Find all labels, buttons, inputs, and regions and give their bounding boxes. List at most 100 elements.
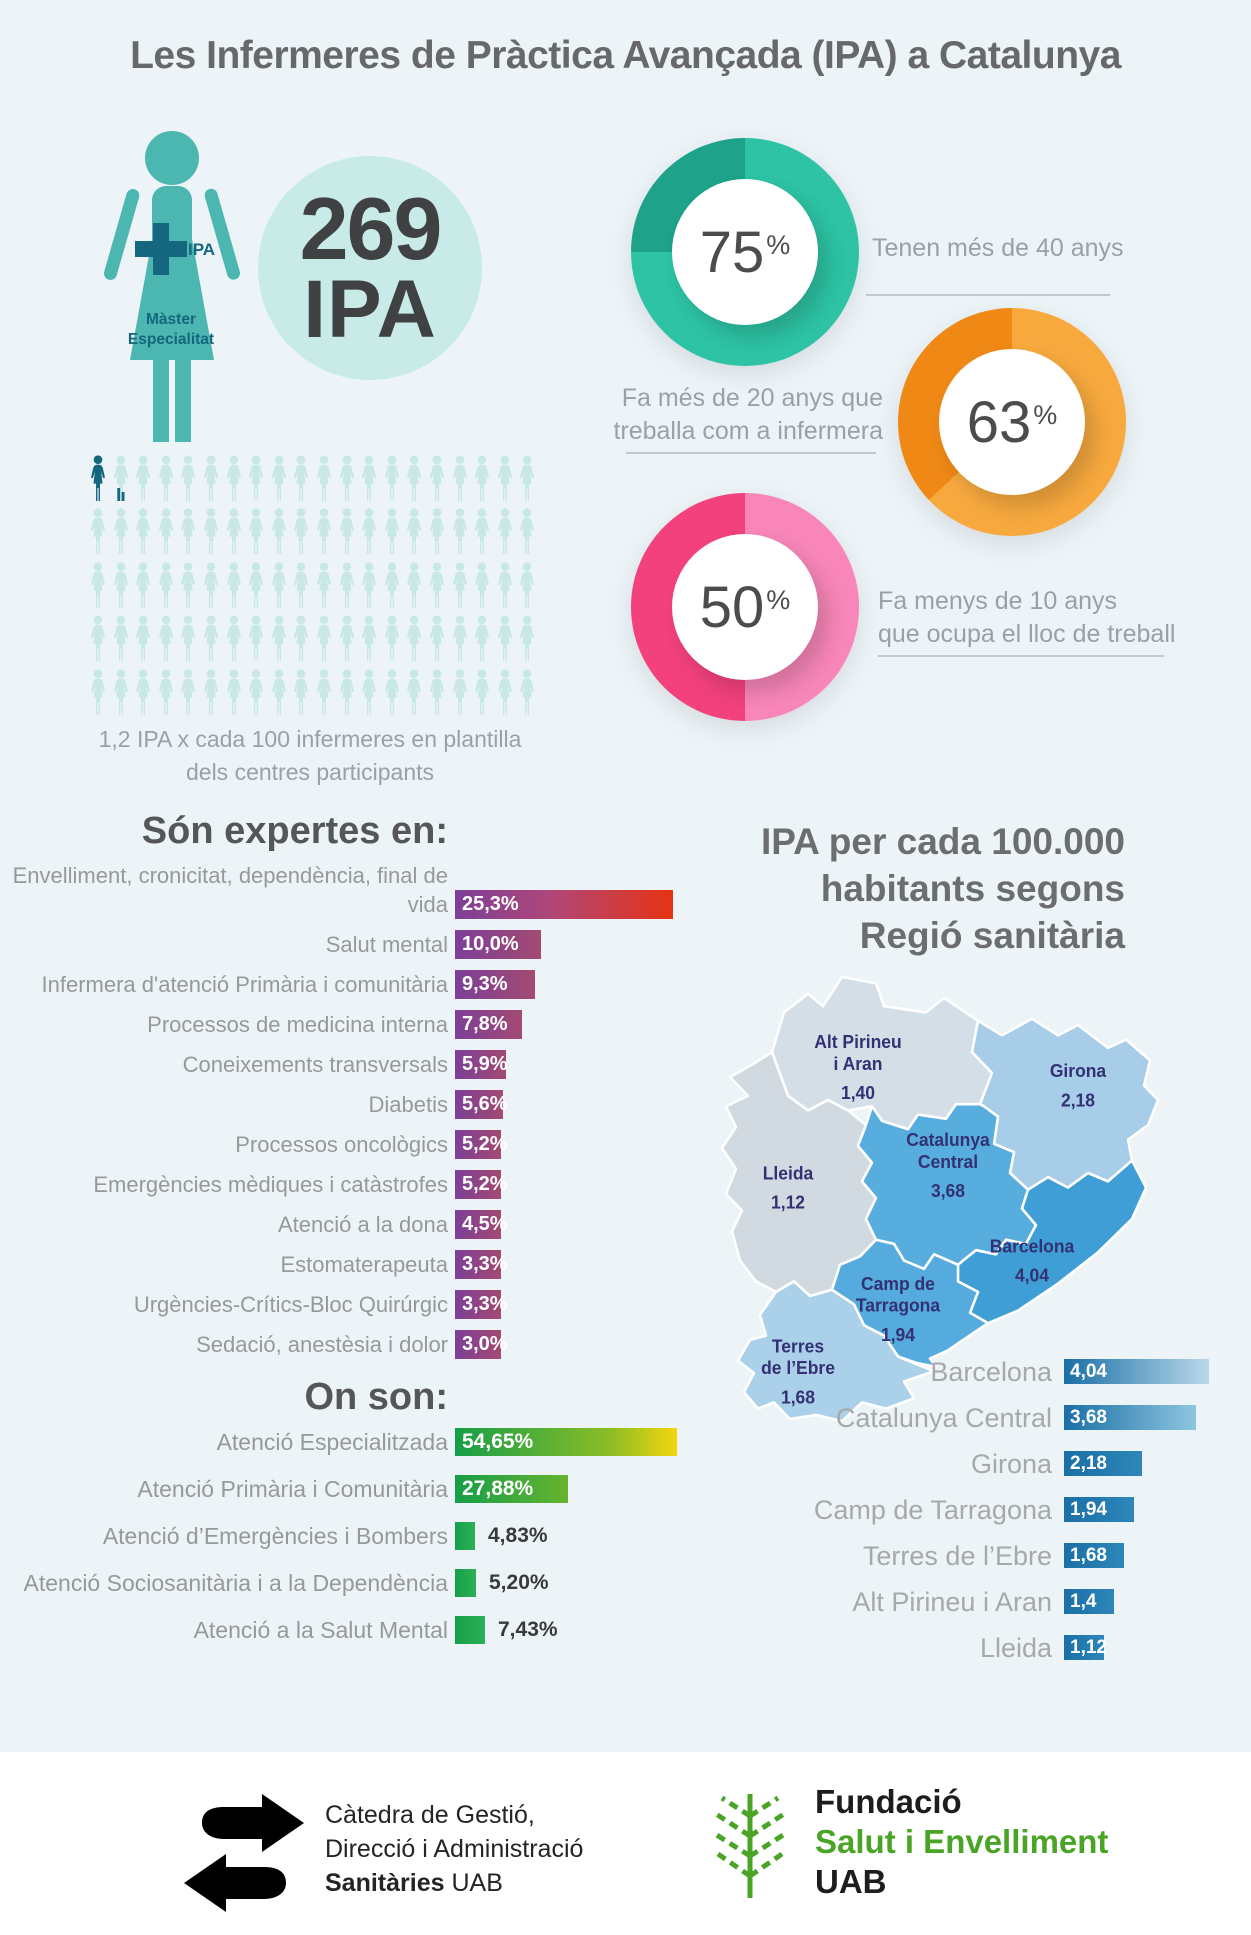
expertes-value: 7,8% [462, 1013, 508, 1035]
person-icon [314, 615, 334, 663]
region-value: 1,4 [1070, 1591, 1097, 1612]
person-icon [246, 669, 266, 717]
person-icon [495, 508, 515, 556]
donut-20-years-nurse: 63% [898, 308, 1126, 536]
region-value: 2,18 [1070, 1453, 1107, 1474]
expertes-row: Coneixements transversals 5,9% [0, 1050, 760, 1079]
expertes-value: 3,3% [462, 1253, 508, 1275]
expertes-bar: 10,0% [455, 930, 541, 959]
person-icon [88, 562, 108, 610]
person-icon [291, 669, 311, 717]
expertes-label: Coneixements transversals [182, 1052, 448, 1077]
region-row: Barcelona 4,04 [0, 1359, 1251, 1386]
person-icon [404, 455, 424, 503]
footer: Càtedra de Gestió, Direcció i Administra… [0, 1752, 1251, 1935]
pictogram-grid [88, 455, 548, 725]
person-icon [269, 455, 289, 503]
expertes-bar: 9,3% [455, 970, 535, 999]
person-icon [156, 615, 176, 663]
percent-sign: % [766, 584, 791, 615]
person-icon [133, 669, 153, 717]
ipa-cross-icon [135, 223, 187, 275]
master-label-line1: Màster [146, 311, 196, 328]
person-icon [359, 615, 379, 663]
person-icon [450, 508, 470, 556]
map-region-name: i Aran [834, 1053, 883, 1073]
person-icon [224, 508, 244, 556]
region-row: Catalunya Central 3,68 [0, 1405, 1251, 1432]
expertes-value: 10,0% [462, 933, 519, 955]
onson-bar [455, 1616, 485, 1644]
onson-row: Atenció Sociosanitària i a la Dependènci… [0, 1569, 900, 1597]
expertes-bar: 5,2% [455, 1130, 508, 1159]
pictogram-caption: 1,2 IPA x cada 100 infermeres en plantil… [98, 726, 522, 785]
region-bar: 1,12 [1064, 1635, 1107, 1660]
person-icon [201, 508, 221, 556]
donut-10-years-role: 50% [631, 493, 859, 721]
person-icon [404, 615, 424, 663]
person-icon [111, 562, 131, 610]
expertes-row: Emergències mèdiques i catàstrofes 5,2% [0, 1170, 760, 1199]
region-bar: 1,68 [1064, 1543, 1124, 1568]
region-value: 1,68 [1070, 1545, 1107, 1566]
person-icon [517, 562, 537, 610]
person-icon [337, 508, 357, 556]
person-icon [337, 615, 357, 663]
expertes-bar: 3,3% [455, 1250, 508, 1279]
person-icon [269, 615, 289, 663]
expertes-bar: 3,0% [455, 1330, 508, 1359]
underline [866, 294, 1110, 296]
person-icon [178, 562, 198, 610]
expertes-row: Salut mental 10,0% [0, 930, 760, 959]
person-icon [178, 615, 198, 663]
person-icon [201, 615, 221, 663]
person-icon [472, 562, 492, 610]
expertes-value: 25,3% [462, 893, 519, 915]
map-region-terres-de-l-ebre [736, 1280, 936, 1423]
person-icon [224, 615, 244, 663]
person-icon [404, 669, 424, 717]
person-icon [517, 615, 537, 663]
expertes-label: Processos de medicina interna [147, 1012, 448, 1037]
onson-label: Atenció d’Emergències i Bombers [102, 1523, 448, 1549]
onson-row: Atenció d’Emergències i Bombers 4,83% [0, 1522, 900, 1550]
expertes-row: Atenció a la dona 4,5% [0, 1210, 760, 1239]
expertes-row: Urgències-Crítics-Bloc Quirúrgic 3,3% [0, 1290, 760, 1319]
person-icon [246, 615, 266, 663]
person-icon [88, 615, 108, 663]
person-icon [111, 508, 131, 556]
onson-row: Atenció a la Salut Mental 7,43% [0, 1616, 900, 1644]
onson-label: Atenció a la Salut Mental [193, 1617, 448, 1643]
map-region-value: 1,40 [841, 1083, 875, 1103]
donut-10-years-label: Fa menys de 10 anys que ocupa el lloc de… [878, 587, 1176, 648]
expertes-label: Atenció a la dona [277, 1212, 448, 1237]
person-icon [133, 508, 153, 556]
map-region-value: 2,18 [1061, 1090, 1095, 1110]
person-icon [291, 508, 311, 556]
map-region-name: Tarragona [856, 1295, 941, 1315]
region-bar: 1,4 [1064, 1589, 1114, 1614]
donut-10-years-value: 50 [699, 574, 765, 640]
map-region-name: Catalunya [906, 1130, 991, 1150]
expertes-bar: 25,3% [455, 890, 673, 919]
map-region-name: Barcelona [990, 1236, 1076, 1256]
region-bar: 2,18 [1064, 1451, 1142, 1476]
person-icon [404, 562, 424, 610]
person-icon [427, 455, 447, 503]
ipa-count: 269 [299, 179, 443, 279]
map-region-name: de l’Ebre [761, 1358, 835, 1378]
map-region-value: 1,94 [881, 1325, 915, 1345]
onson-bar [455, 1522, 475, 1550]
person-icon [224, 455, 244, 503]
expertes-label: Infermera d'atenció Primària i comunitàr… [41, 972, 448, 997]
person-icon [291, 615, 311, 663]
map-region-name: Central [918, 1151, 978, 1171]
map-region-value: 1,12 [771, 1192, 805, 1212]
expertes-row: Infermera d'atenció Primària i comunitàr… [0, 970, 760, 999]
fundacio-tree-icon [710, 1794, 790, 1898]
expertes-value: 9,3% [462, 973, 508, 995]
map-region-value: 3,68 [931, 1181, 965, 1201]
expertes-label: Estomaterapeuta [280, 1252, 448, 1277]
region-row: Girona 2,18 [0, 1451, 1251, 1478]
